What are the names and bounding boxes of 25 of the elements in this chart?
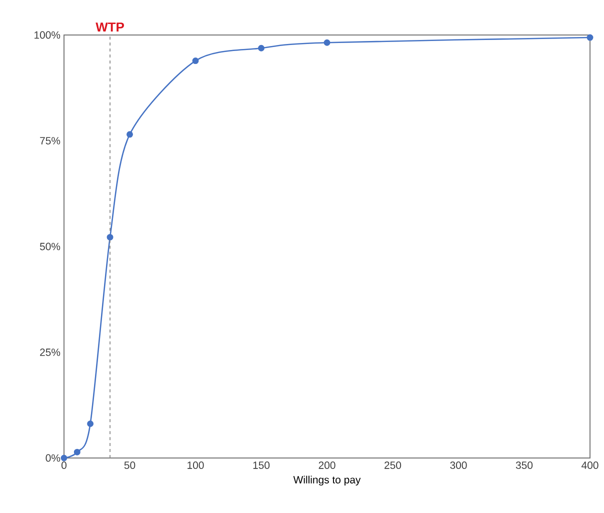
x-tick-label: 150 [253, 462, 270, 469]
x-tick-label: 250 [384, 462, 402, 469]
point [106, 234, 114, 240]
point [87, 420, 94, 427]
x-tick-label: 300 [450, 462, 467, 469]
ref-line-label: WTP [96, 22, 124, 32]
y-tick-label: 0% [46, 454, 60, 462]
point [192, 58, 199, 64]
point [74, 448, 80, 456]
x-tick-label: 350 [516, 462, 533, 469]
x-axis-title: Willings to pay [293, 476, 361, 486]
x-tick-label: 0 [61, 462, 66, 469]
y-tick-label: 25% [40, 348, 60, 356]
x-tick-label: 100 [188, 462, 204, 469]
y-tick-label: 75% [40, 137, 60, 144]
point [258, 44, 264, 52]
x-tick-label: 200 [318, 462, 336, 469]
point [60, 454, 68, 462]
point [586, 34, 594, 41]
y-tick-label: 50% [40, 242, 60, 250]
x-tick-label: 50 [124, 462, 136, 469]
x-tick-label: 400 [582, 462, 598, 469]
point [324, 39, 330, 46]
y-tick-label: 100% [34, 31, 60, 39]
point [126, 131, 133, 138]
